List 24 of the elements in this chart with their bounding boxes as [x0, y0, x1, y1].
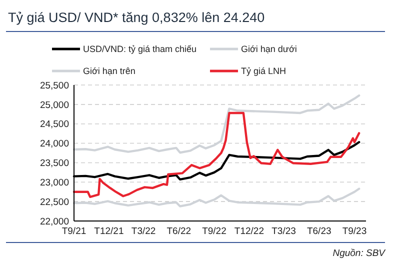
- x-tick-label: T6/22: [166, 226, 192, 237]
- y-tick-label: 25,000: [40, 100, 69, 111]
- x-tick-label: T6/23: [306, 226, 332, 237]
- x-tick-label: T9/22: [202, 226, 226, 237]
- y-tick-label: 23,500: [40, 158, 69, 170]
- x-tick-label: T12/21: [94, 226, 124, 237]
- chart-title: Tỷ giá USD/ VND* tăng 0,832% lên 24.240: [8, 10, 265, 25]
- x-tick-label: T12/22: [234, 226, 264, 237]
- x-tick-label: T3/23: [272, 226, 296, 237]
- y-tick-label: 22,500: [40, 196, 69, 208]
- y-tick-label: 23,000: [40, 177, 69, 188]
- text: Nguồn: SBV: [332, 248, 387, 259]
- x-tick-label: T9/21: [62, 226, 86, 237]
- legend-label: Giới hạn dưới: [241, 44, 297, 54]
- y-tick-label: 24,500: [40, 119, 69, 130]
- legend-label: Giới hạn trên: [83, 66, 136, 76]
- y-tick-label: 24,000: [40, 138, 69, 150]
- legend-label: USD/VND: tỷ giá tham chiếu: [83, 44, 197, 54]
- legend-label: Tỷ giá LNH: [241, 66, 286, 76]
- y-tick-label: 22,000: [40, 216, 69, 228]
- y-tick-label: 25,500: [40, 80, 69, 92]
- line-series: [72, 112, 360, 198]
- x-tick-label: T3/22: [131, 226, 156, 237]
- x-tick-label: T9/23: [342, 226, 367, 237]
